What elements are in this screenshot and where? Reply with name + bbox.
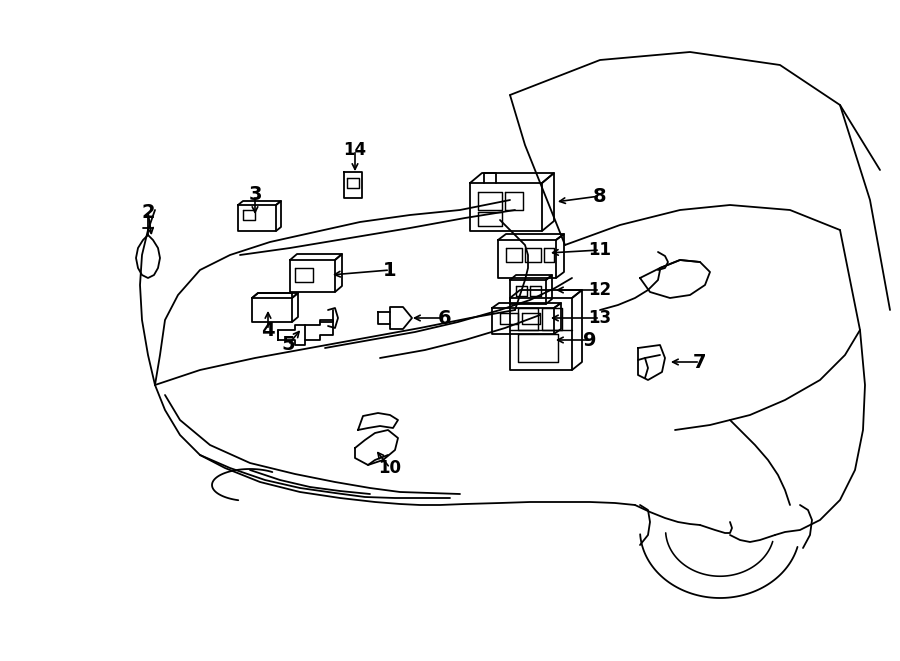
Text: 9: 9 (583, 330, 597, 350)
Text: 14: 14 (344, 141, 366, 159)
Text: 2: 2 (141, 202, 155, 221)
Text: 6: 6 (438, 309, 452, 327)
Text: 8: 8 (593, 186, 607, 206)
Text: 12: 12 (589, 281, 612, 299)
Text: 10: 10 (379, 459, 401, 477)
Text: 13: 13 (589, 309, 612, 327)
Text: 3: 3 (248, 186, 262, 204)
Text: 5: 5 (281, 336, 295, 354)
Text: 4: 4 (261, 321, 274, 340)
Text: 11: 11 (589, 241, 611, 259)
Text: 7: 7 (693, 352, 706, 371)
Text: 1: 1 (383, 260, 397, 280)
